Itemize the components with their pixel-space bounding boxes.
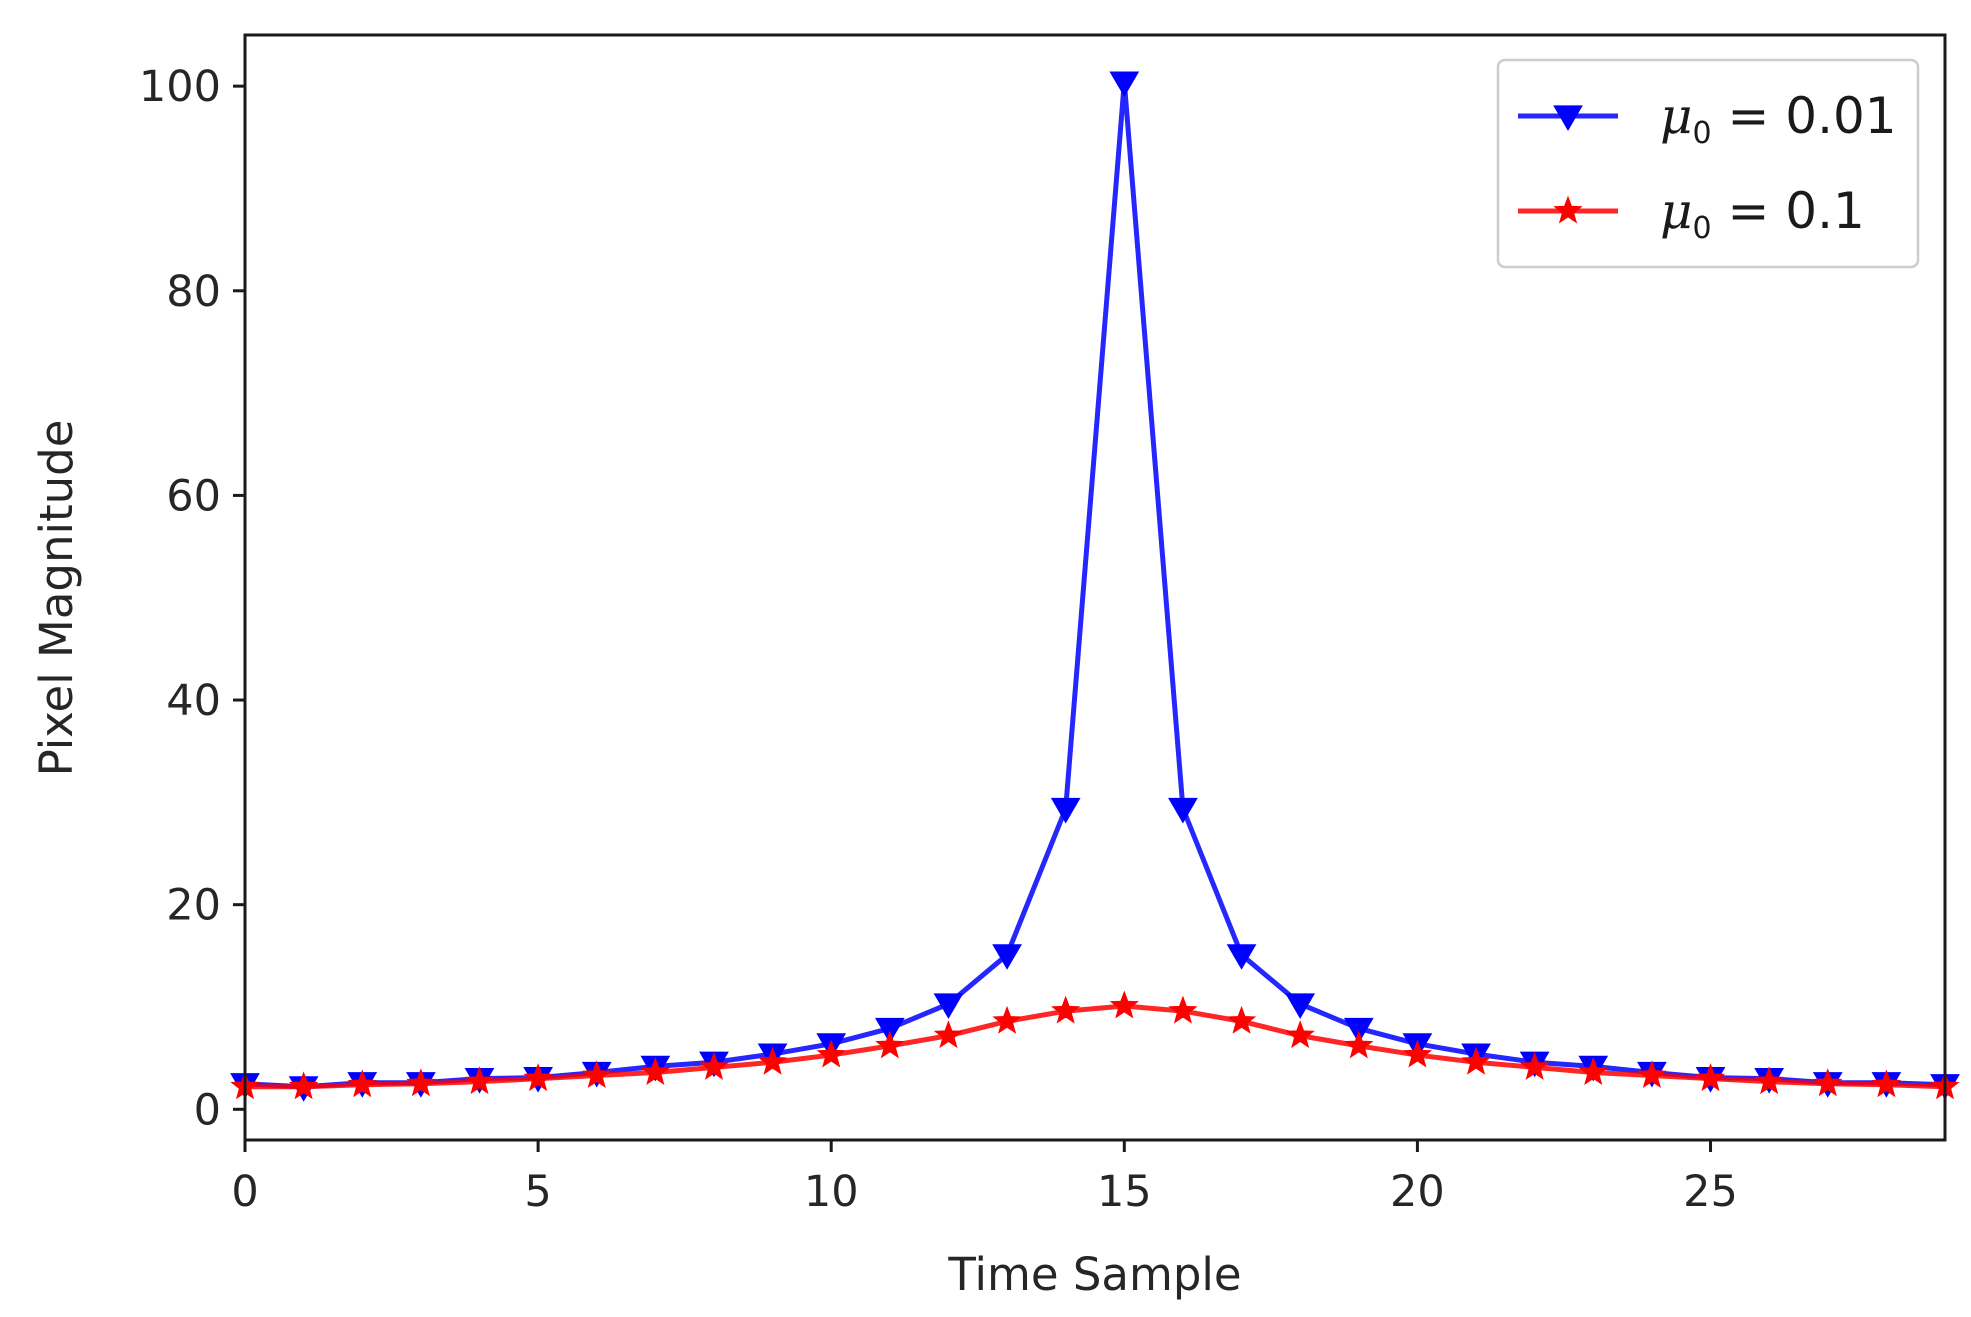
data-point — [1051, 995, 1081, 1024]
data-point — [933, 993, 964, 1019]
legend-label-red: μ0 = 0.1 — [1660, 182, 1865, 246]
legend-marker-shape — [1553, 105, 1583, 131]
data-point — [1637, 1060, 1667, 1089]
legend-entry-red: μ0 = 0.1 — [1518, 182, 1865, 246]
data-point — [1343, 1017, 1374, 1044]
data-point — [992, 1005, 1022, 1034]
series-layer — [230, 71, 1960, 1102]
data-point — [1285, 993, 1316, 1019]
data-point — [757, 1046, 788, 1075]
y-axis-ticks: 0 20 40 60 80 100 — [139, 62, 245, 1135]
data-point — [1461, 1046, 1491, 1075]
legend-value: = 0.1 — [1712, 182, 1865, 240]
data-point — [1754, 1066, 1784, 1095]
series-line — [245, 1003, 1946, 1090]
legend-symbol: μ — [1660, 182, 1693, 240]
data-point — [1578, 1057, 1608, 1085]
x-tick-label: 0 — [231, 1167, 258, 1217]
data-point — [992, 944, 1022, 970]
data-point — [406, 1068, 436, 1097]
legend-marker-star — [1553, 195, 1583, 224]
data-point — [1109, 990, 1139, 1019]
x-tick-label: 25 — [1683, 1167, 1738, 1217]
data-point — [875, 1030, 905, 1059]
x-tick-label: 20 — [1390, 1167, 1445, 1217]
data-point — [347, 1069, 377, 1098]
legend-entry-blue: μ0 = 0.01 — [1518, 87, 1897, 151]
data-point — [640, 1057, 671, 1085]
data-point — [464, 1066, 495, 1095]
y-tick-label: 80 — [166, 267, 221, 317]
legend-marker-shape — [1553, 195, 1583, 224]
data-point — [288, 1071, 319, 1100]
y-tick-label: 20 — [166, 881, 221, 931]
data-point — [582, 1060, 612, 1089]
data-point — [874, 1017, 905, 1044]
y-tick-label: 40 — [166, 676, 221, 726]
y-tick-label: 0 — [194, 1085, 221, 1135]
data-point — [1871, 1069, 1902, 1098]
legend-symbol: μ — [1660, 87, 1693, 145]
x-axis-ticks: 0 5 10 15 20 25 — [231, 1140, 1738, 1217]
x-tick-label: 15 — [1097, 1167, 1152, 1217]
y-tick-label: 60 — [166, 471, 221, 521]
data-point — [1050, 797, 1081, 824]
data-point — [1226, 1005, 1257, 1034]
data-point — [1226, 944, 1257, 970]
legend-label-blue: μ0 = 0.01 — [1660, 87, 1897, 151]
data-point — [1813, 1068, 1843, 1097]
data-point — [1168, 797, 1198, 824]
legend-box — [1496, 58, 1920, 269]
legend-subscript: 0 — [1693, 211, 1712, 246]
legend: μ0 = 0.01 μ0 = 0.1 — [1496, 58, 1920, 269]
legend-marker-triangle — [1553, 105, 1583, 131]
y-tick-label: 100 — [139, 62, 221, 112]
data-point — [1344, 1030, 1374, 1059]
data-point — [1402, 1039, 1433, 1068]
data-point — [1168, 995, 1198, 1024]
x-tick-label: 10 — [804, 1167, 859, 1217]
data-point — [699, 1051, 729, 1080]
x-tick-label: 5 — [524, 1167, 551, 1217]
data-point — [1519, 1051, 1550, 1080]
data-point — [523, 1063, 553, 1092]
data-point — [1695, 1063, 1726, 1092]
legend-value: = 0.01 — [1712, 87, 1897, 145]
y-axis-title: Pixel Magnitude — [30, 420, 83, 777]
legend-subscript: 0 — [1693, 116, 1712, 151]
axes-frame — [243, 33, 1947, 1142]
data-point — [933, 1020, 964, 1049]
data-point — [816, 1039, 846, 1068]
data-point — [1109, 71, 1140, 98]
data-point — [1285, 1020, 1315, 1049]
x-axis-title: Time Sample — [947, 1248, 1241, 1301]
